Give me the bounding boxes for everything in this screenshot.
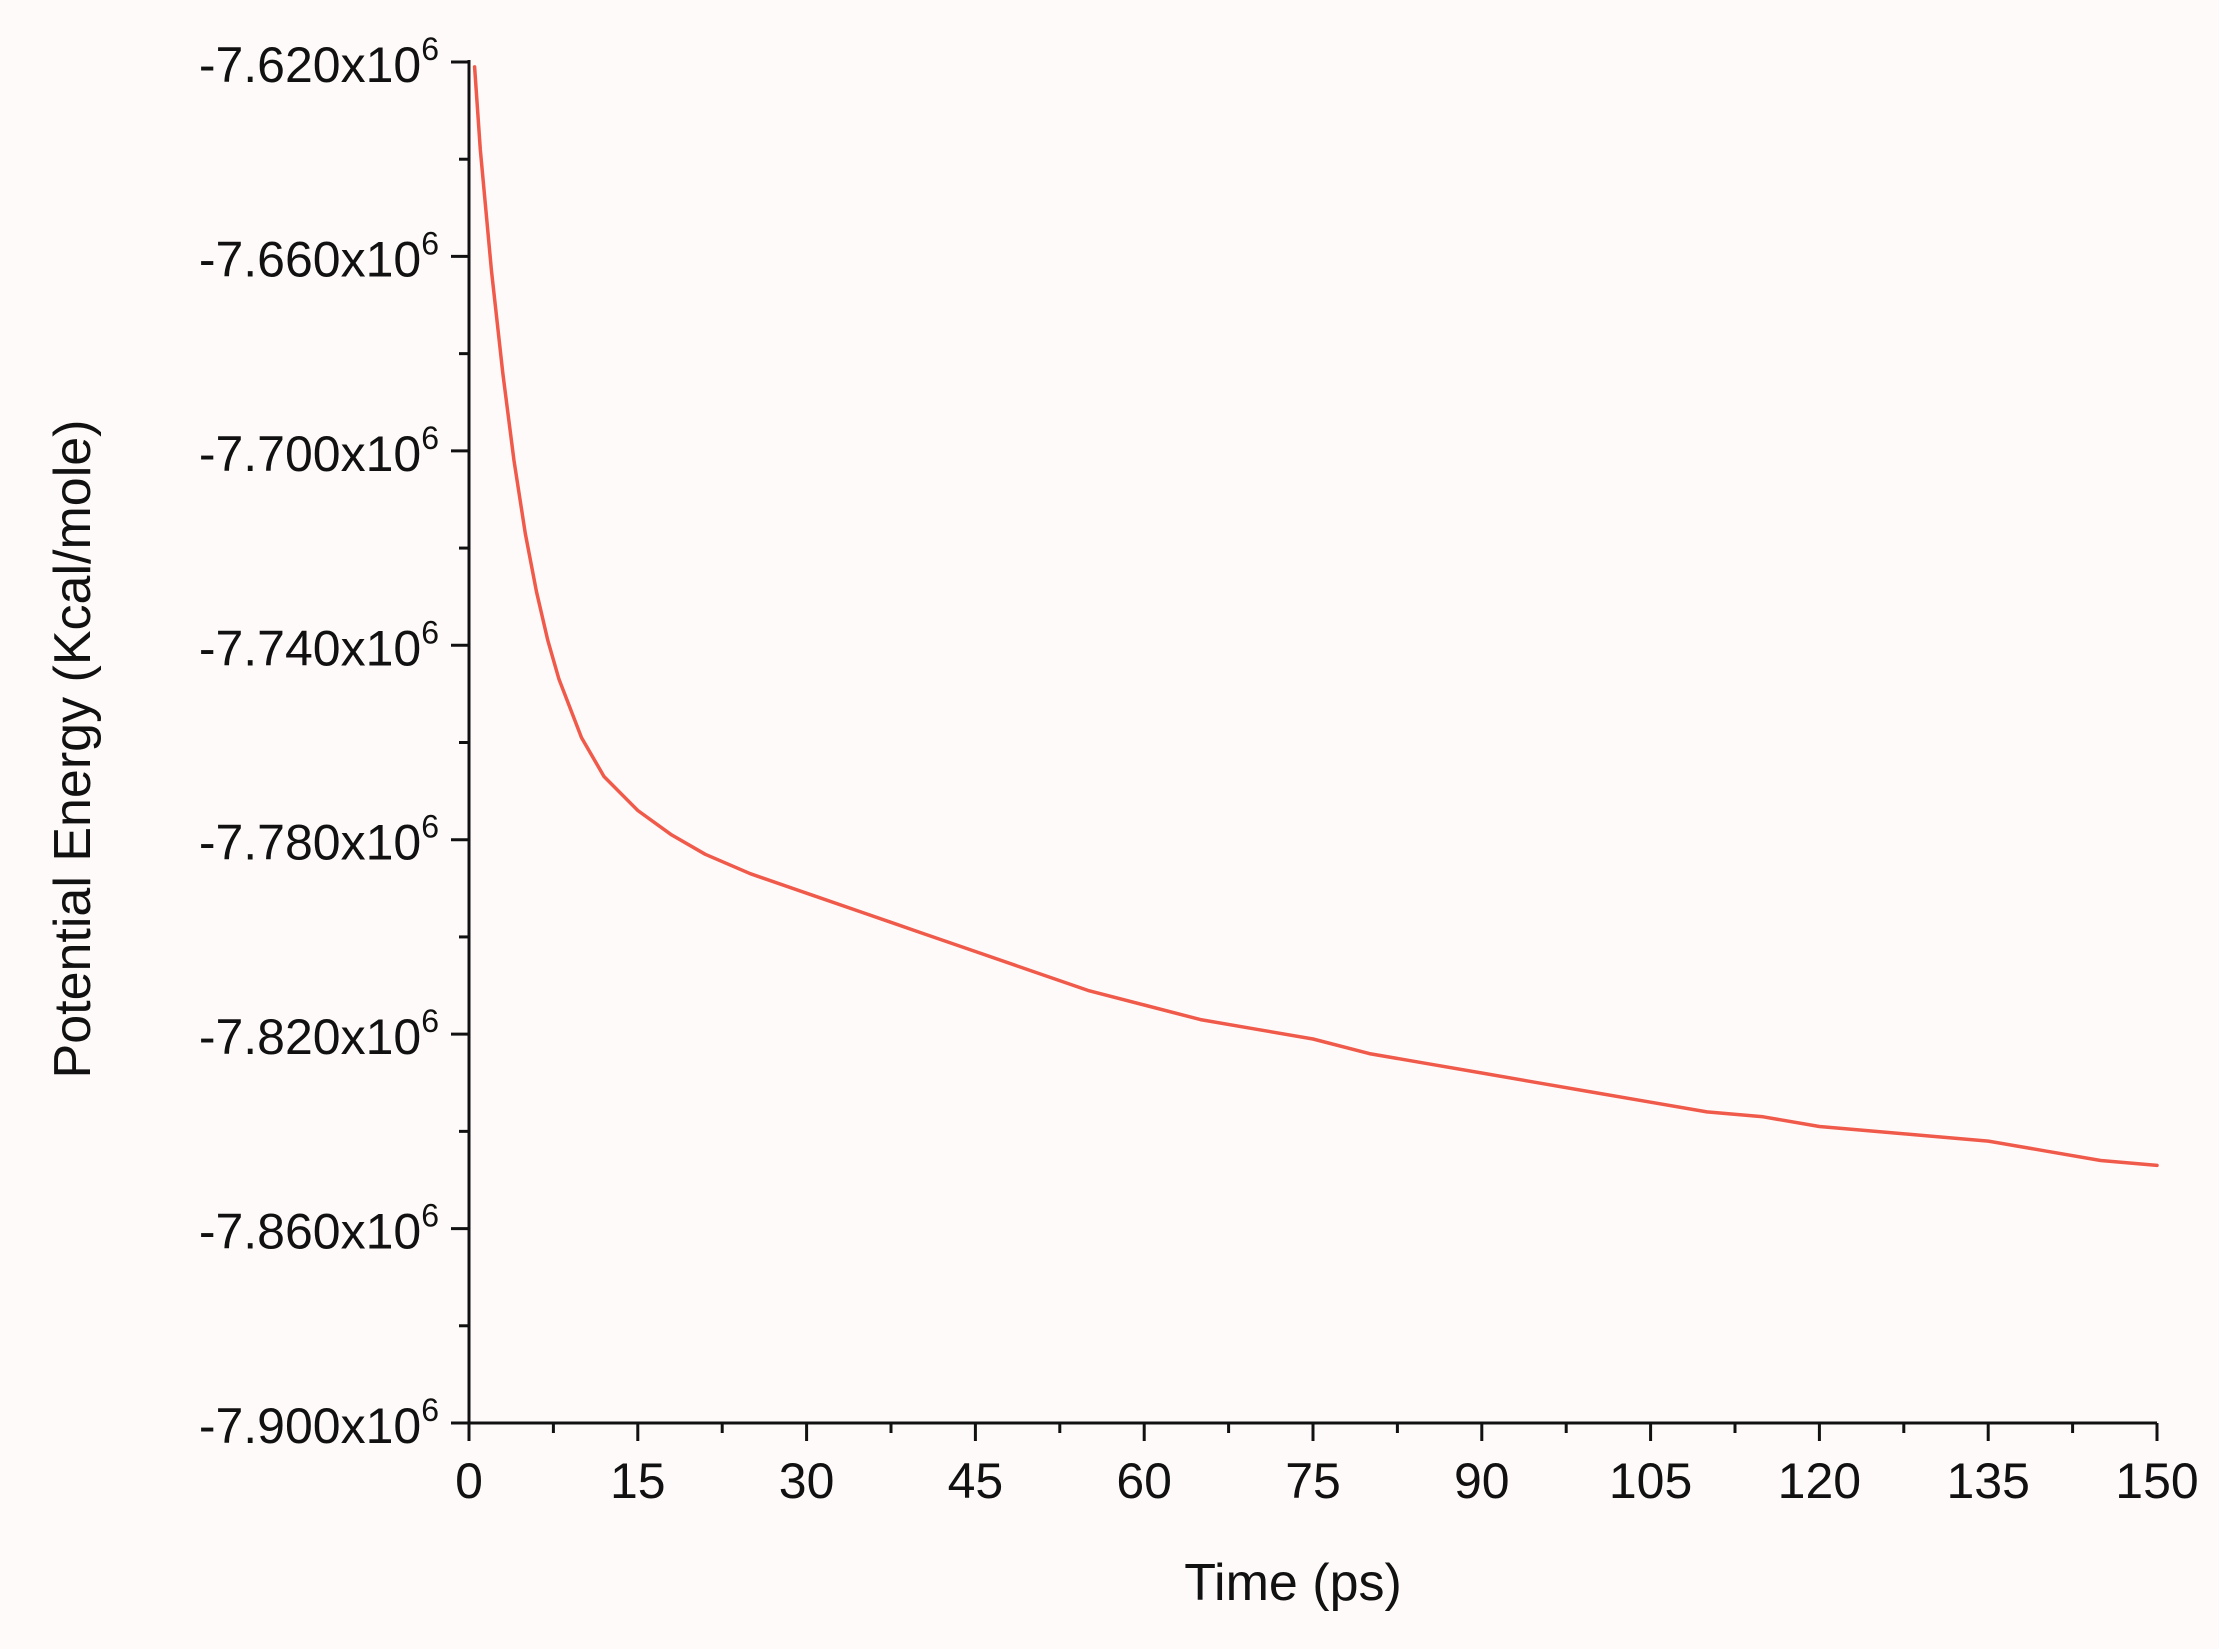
- x-tick-label: 30: [779, 1453, 835, 1509]
- y-tick-label: -7.900x106: [199, 1392, 439, 1454]
- series-line: [472, 65, 2159, 1168]
- y-tick-label: -7.620x106: [199, 31, 439, 93]
- x-tick-label: 45: [948, 1453, 1004, 1509]
- axes: [467, 60, 2157, 1425]
- x-tick-label: 15: [610, 1453, 666, 1509]
- y-tick-label: -7.660x106: [199, 225, 439, 287]
- x-tick-label: 90: [1454, 1453, 1510, 1509]
- y-axis-title: Potential Energy (Kcal/mole): [44, 420, 102, 1079]
- series-layer: [472, 65, 2159, 1168]
- x-tick-label: 120: [1778, 1453, 1861, 1509]
- y-tick-label: -7.820x106: [199, 1003, 439, 1065]
- x-tick-label: 75: [1285, 1453, 1341, 1509]
- tick-labels: 0 15 30 45 60 75 90 105 120 135 150 -7.620x106 -7.66…: [199, 31, 2199, 1509]
- x-axis-title: Time (ps): [1184, 1554, 1402, 1612]
- y-tick-label: -7.780x106: [199, 809, 439, 871]
- x-tick-label: 105: [1609, 1453, 1692, 1509]
- ticks: [451, 60, 2159, 1441]
- x-tick-label: 0: [455, 1453, 483, 1509]
- y-tick-label: -7.700x106: [199, 420, 439, 482]
- y-tick-label: -7.740x106: [199, 614, 439, 676]
- x-tick-label: 135: [1946, 1453, 2029, 1509]
- x-tick-label: 60: [1116, 1453, 1172, 1509]
- y-tick-label: -7.860x106: [199, 1198, 439, 1260]
- x-tick-label: 150: [2115, 1453, 2198, 1509]
